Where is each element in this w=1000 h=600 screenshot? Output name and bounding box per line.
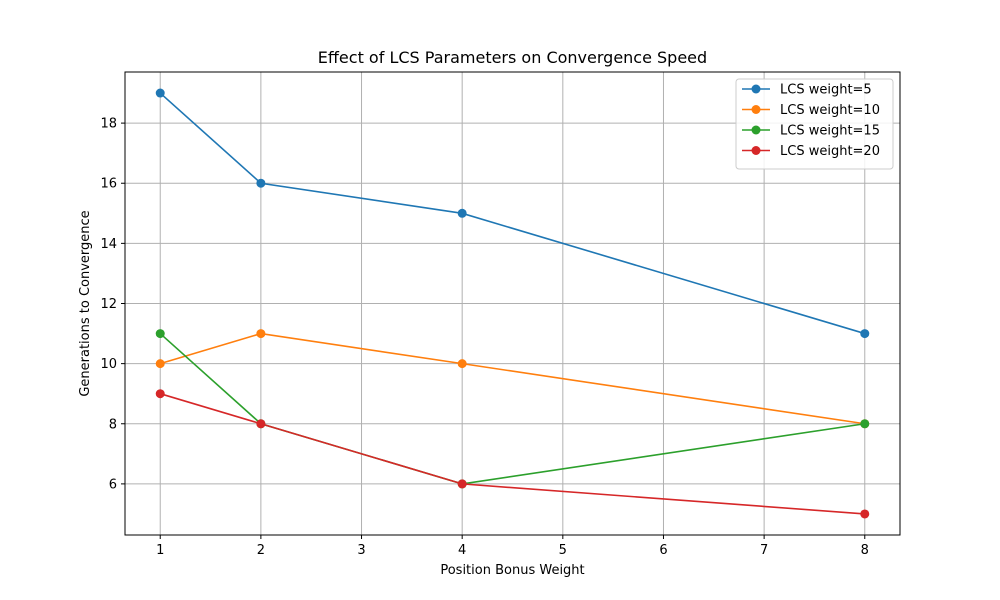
legend-label: LCS weight=5 — [780, 83, 872, 98]
legend-marker — [751, 125, 761, 135]
legend-marker — [751, 105, 761, 114]
legend-label: LCS weight=15 — [780, 124, 880, 139]
data-point — [155, 88, 165, 98]
data-point — [256, 178, 266, 188]
data-point — [256, 419, 266, 429]
series-4 — [155, 389, 870, 519]
data-point — [457, 208, 467, 218]
series-line — [159, 92, 866, 335]
legend-item-4: LCS weight=20 — [742, 144, 880, 159]
y-tick-label: 18 — [100, 117, 117, 132]
legend-label: LCS weight=10 — [780, 103, 880, 118]
y-axis-label: Generations to Convergence — [78, 210, 93, 396]
data-point — [457, 359, 467, 369]
y-tick-label: 12 — [100, 297, 117, 312]
data-point — [860, 329, 870, 339]
x-tick-label: 3 — [357, 543, 365, 558]
legend: LCS weight=5 LCS weight=10 LCS weight=15 LC… — [735, 78, 894, 170]
data-point — [155, 389, 165, 399]
data-point — [860, 509, 870, 519]
legend-item-3: LCS weight=15 — [742, 124, 880, 139]
legend-box — [735, 78, 894, 170]
data-point — [860, 419, 870, 429]
data-point — [457, 479, 467, 489]
series-line — [159, 392, 865, 515]
legend-marker — [751, 84, 761, 94]
x-tick-label: 7 — [760, 543, 768, 558]
x-axis-label: Position Bonus Weight — [440, 563, 584, 578]
legend-marker — [751, 146, 761, 155]
data-point — [256, 329, 266, 339]
data-point — [155, 359, 165, 369]
y-tick-label: 10 — [100, 357, 117, 372]
y-tick-label: 14 — [100, 237, 117, 252]
x-tick-label: 1 — [156, 543, 164, 558]
x-tick-label: 2 — [257, 543, 265, 558]
x-tick-label: 6 — [659, 543, 667, 558]
x-tick-label: 5 — [559, 543, 567, 558]
series-1 — [155, 88, 870, 339]
y-tick-label: 8 — [109, 417, 117, 432]
legend-item-2: LCS weight=10 — [742, 103, 880, 118]
legend-item-1: LCS weight=5 — [742, 83, 872, 98]
series-line — [159, 332, 865, 425]
y-tick-label: 6 — [109, 477, 117, 492]
legend-label: LCS weight=20 — [780, 144, 880, 159]
series-group — [155, 88, 870, 519]
chart-title: Effect of LCS Parameters on Convergence … — [318, 48, 707, 67]
x-tick-label: 8 — [861, 543, 869, 558]
data-point — [155, 329, 165, 339]
x-tick-label: 4 — [458, 543, 466, 558]
y-tick-label: 16 — [100, 177, 117, 192]
